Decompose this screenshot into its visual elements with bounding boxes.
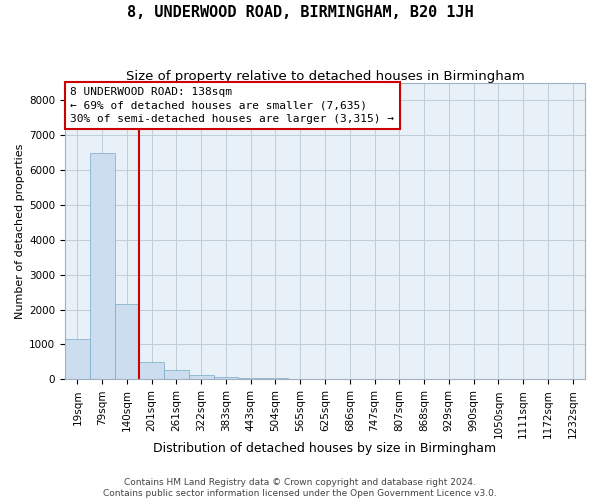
- Bar: [288, 378, 313, 380]
- Bar: [115, 304, 139, 380]
- Bar: [90, 152, 115, 380]
- Text: 8 UNDERWOOD ROAD: 138sqm
← 69% of detached houses are smaller (7,635)
30% of sem: 8 UNDERWOOD ROAD: 138sqm ← 69% of detach…: [70, 88, 394, 124]
- Title: Size of property relative to detached houses in Birmingham: Size of property relative to detached ho…: [125, 70, 524, 83]
- X-axis label: Distribution of detached houses by size in Birmingham: Distribution of detached houses by size …: [154, 442, 497, 455]
- Text: Contains HM Land Registry data © Crown copyright and database right 2024.
Contai: Contains HM Land Registry data © Crown c…: [103, 478, 497, 498]
- Text: 8, UNDERWOOD ROAD, BIRMINGHAM, B20 1JH: 8, UNDERWOOD ROAD, BIRMINGHAM, B20 1JH: [127, 5, 473, 20]
- Bar: [263, 378, 288, 380]
- Bar: [65, 340, 90, 380]
- Bar: [238, 378, 263, 380]
- Bar: [164, 370, 189, 380]
- Bar: [189, 375, 214, 380]
- Bar: [139, 362, 164, 380]
- Bar: [313, 379, 337, 380]
- Bar: [214, 376, 238, 380]
- Y-axis label: Number of detached properties: Number of detached properties: [15, 144, 25, 319]
